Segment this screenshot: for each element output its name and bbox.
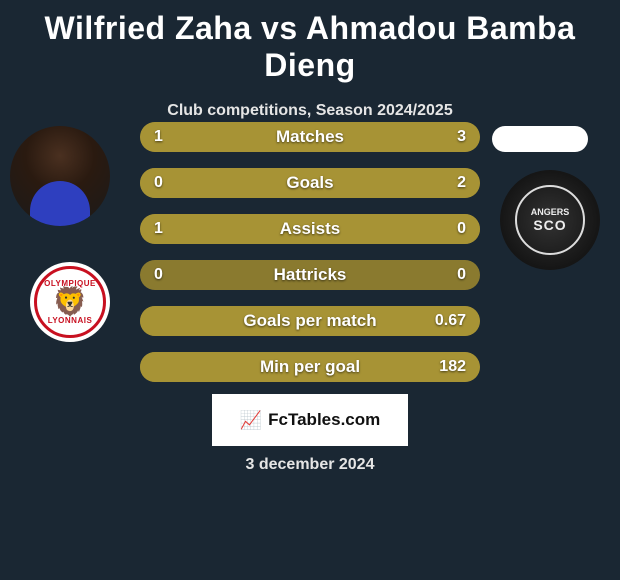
stat-value-left: 0: [154, 174, 163, 192]
stat-value-right: 0: [457, 266, 466, 284]
chart-icon: 📈: [240, 410, 262, 431]
stat-value-right: 0.67: [435, 312, 466, 330]
club-right-bottom: SCO: [533, 217, 566, 233]
stat-value-right: 3: [457, 128, 466, 146]
stat-row: 1 Matches 3: [140, 122, 480, 152]
stat-value-right: 182: [439, 358, 466, 376]
stat-fill-right: [225, 122, 480, 152]
stats-container: 1 Matches 3 0 Goals 2 1 Assists 0 0 Hattricks 0 Goal…: [140, 122, 480, 398]
subtitle: Club competitions, Season 2024/2025: [0, 102, 620, 120]
stat-label: Assists: [280, 219, 340, 239]
club-right-top: ANGERS: [531, 207, 570, 217]
stat-fill-left: [140, 122, 225, 152]
club-right-badge: ANGERS SCO: [500, 170, 600, 270]
stat-row: 0 Hattricks 0: [140, 260, 480, 290]
stat-row: 0 Goals 2: [140, 168, 480, 198]
stat-value-right: 0: [457, 220, 466, 238]
footer-brand: 📈 FcTables.com: [212, 394, 408, 446]
stat-row: Goals per match 0.67: [140, 306, 480, 336]
stat-row: Min per goal 182: [140, 352, 480, 382]
player-right-photo-placeholder: [492, 126, 588, 152]
stat-label: Matches: [276, 127, 344, 147]
stat-value-right: 2: [457, 174, 466, 192]
footer-brand-text: FcTables.com: [268, 410, 380, 430]
stat-label: Min per goal: [260, 357, 360, 377]
stat-label: Hattricks: [274, 265, 347, 285]
date-label: 3 december 2024: [0, 456, 620, 474]
stat-value-left: 0: [154, 266, 163, 284]
club-left-badge: OLYMPIQUE 🦁 LYONNAIS: [30, 262, 110, 342]
stat-label: Goals per match: [243, 311, 376, 331]
stat-row: 1 Assists 0: [140, 214, 480, 244]
stat-label: Goals: [286, 173, 333, 193]
page-title: Wilfried Zaha vs Ahmadou Bamba Dieng: [0, 0, 620, 84]
player-left-photo: [10, 126, 110, 226]
stat-value-left: 1: [154, 220, 163, 238]
stat-value-left: 1: [154, 128, 163, 146]
